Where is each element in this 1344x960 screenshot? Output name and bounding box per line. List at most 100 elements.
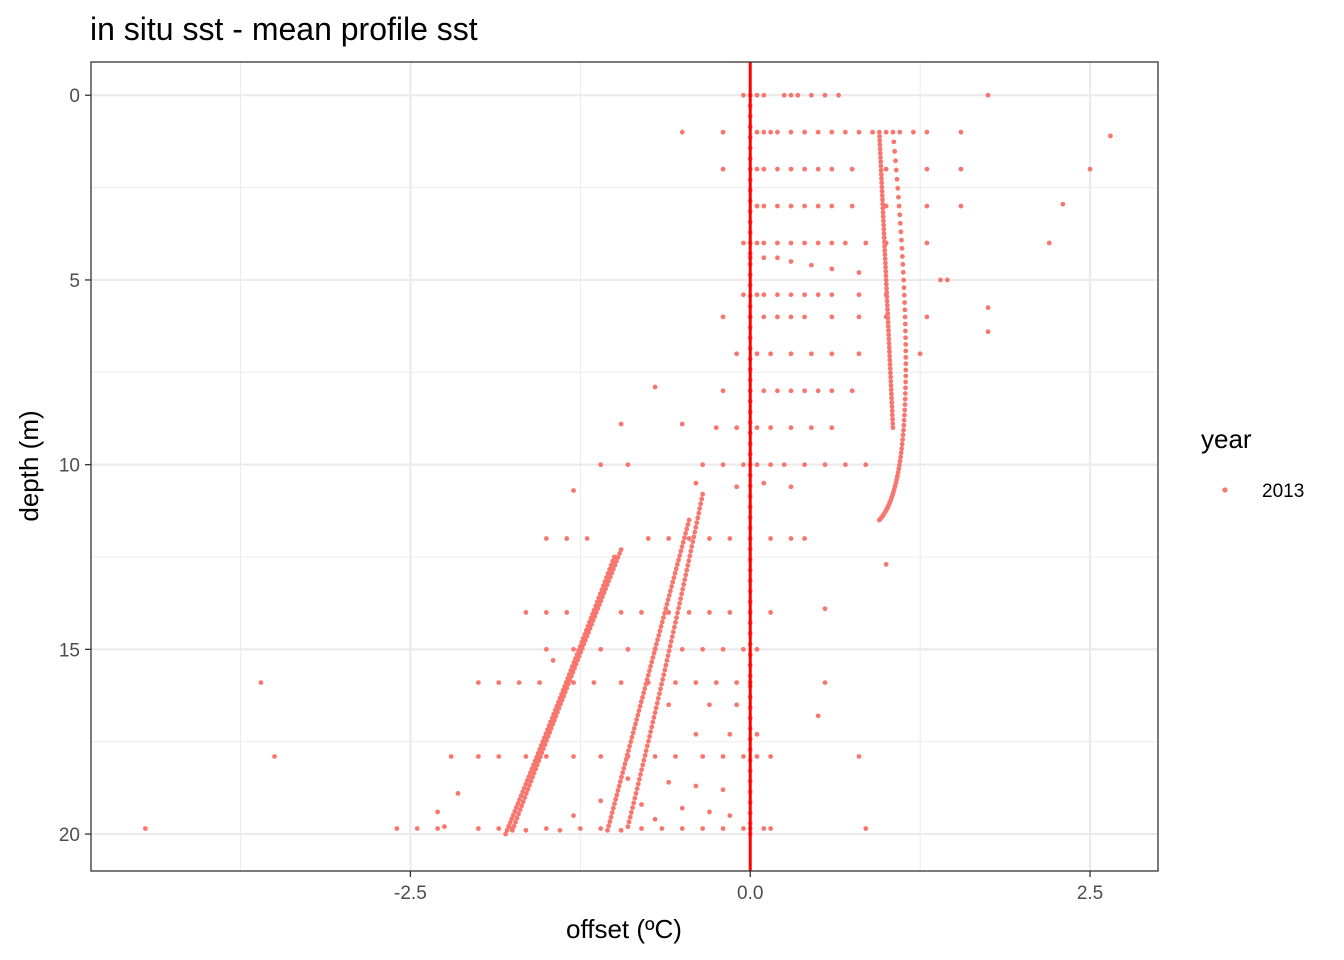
data-point [788, 536, 794, 541]
data-point [727, 813, 733, 818]
data-point [788, 166, 794, 172]
data-point [878, 159, 884, 165]
data-point [666, 536, 672, 541]
data-point [560, 687, 566, 693]
data-point [775, 203, 780, 209]
data-point [633, 791, 639, 796]
data-point [720, 826, 726, 831]
data-point [897, 458, 903, 464]
data-point [682, 535, 687, 541]
data-point [626, 819, 632, 825]
data-point [599, 587, 605, 593]
data-point [689, 544, 695, 549]
data-point [671, 575, 677, 581]
data-point [448, 754, 454, 759]
data-point [829, 203, 835, 209]
data-point [555, 699, 561, 705]
data-point [761, 129, 767, 135]
data-point [788, 388, 794, 394]
data-point [856, 129, 862, 135]
data-point [605, 571, 611, 576]
data-point [614, 792, 620, 798]
data-point [754, 292, 760, 298]
data-point [886, 336, 892, 342]
data-point [639, 802, 644, 807]
data-point [663, 662, 669, 668]
data-point [571, 646, 576, 652]
data-point [638, 699, 644, 705]
data-point [588, 615, 594, 621]
data-point [519, 803, 525, 809]
data-point [903, 341, 909, 347]
data-point [687, 553, 693, 559]
data-point [901, 292, 907, 298]
data-point [618, 421, 624, 427]
data-point [754, 754, 760, 759]
data-point [647, 668, 652, 674]
data-point [815, 129, 821, 135]
data-point [882, 260, 888, 266]
data-point [1108, 133, 1113, 139]
data-point [741, 646, 746, 652]
data-point [788, 314, 794, 320]
data-point [893, 167, 899, 173]
data-point [775, 388, 780, 394]
data-point [768, 425, 774, 431]
data-point [573, 656, 578, 661]
data-point [617, 779, 623, 785]
data-point [707, 610, 712, 615]
data-point [676, 557, 681, 563]
x-axis: -2.5 0.0 2.5 [394, 871, 1103, 904]
data-point [903, 379, 909, 385]
data-point [815, 388, 821, 394]
data-point [679, 129, 685, 135]
data-point [613, 796, 619, 802]
data-point [802, 203, 807, 209]
data-point [903, 361, 909, 367]
data-point [902, 321, 908, 327]
data-point [616, 783, 622, 789]
data-point [899, 237, 904, 243]
data-point [609, 810, 615, 816]
data-point [815, 713, 821, 719]
data-point [741, 292, 746, 298]
data-point [829, 240, 835, 246]
data-point [883, 264, 888, 270]
data-point [591, 607, 597, 613]
data-point [665, 597, 671, 603]
data-point [685, 563, 691, 568]
data-point [775, 129, 780, 135]
data-point [676, 605, 681, 611]
data-point [652, 646, 658, 652]
data-point [897, 212, 903, 218]
data-point [691, 534, 697, 540]
data-point [697, 506, 703, 511]
data-point [648, 729, 654, 735]
data-point [761, 240, 767, 246]
data-point [885, 323, 891, 329]
data-point [669, 584, 674, 589]
data-point [788, 92, 794, 98]
data-point [673, 620, 678, 625]
data-point [527, 782, 532, 788]
data-point [523, 791, 529, 796]
data-point [880, 201, 886, 207]
data-point [620, 770, 626, 776]
data-point [538, 743, 544, 748]
data-point [601, 583, 606, 589]
data-point [526, 774, 532, 779]
data-point [142, 826, 148, 831]
data-point [633, 721, 638, 727]
data-point [902, 300, 907, 305]
data-point [898, 450, 904, 456]
data-point [889, 395, 894, 401]
data-point [741, 754, 746, 759]
data-point [822, 92, 828, 98]
data-point [768, 462, 774, 468]
data-point [584, 536, 590, 541]
data-point [924, 166, 930, 172]
data-point [638, 772, 643, 777]
x-axis-title: offset (ºC) [566, 914, 682, 944]
data-point [615, 555, 621, 560]
data-point [836, 92, 841, 98]
